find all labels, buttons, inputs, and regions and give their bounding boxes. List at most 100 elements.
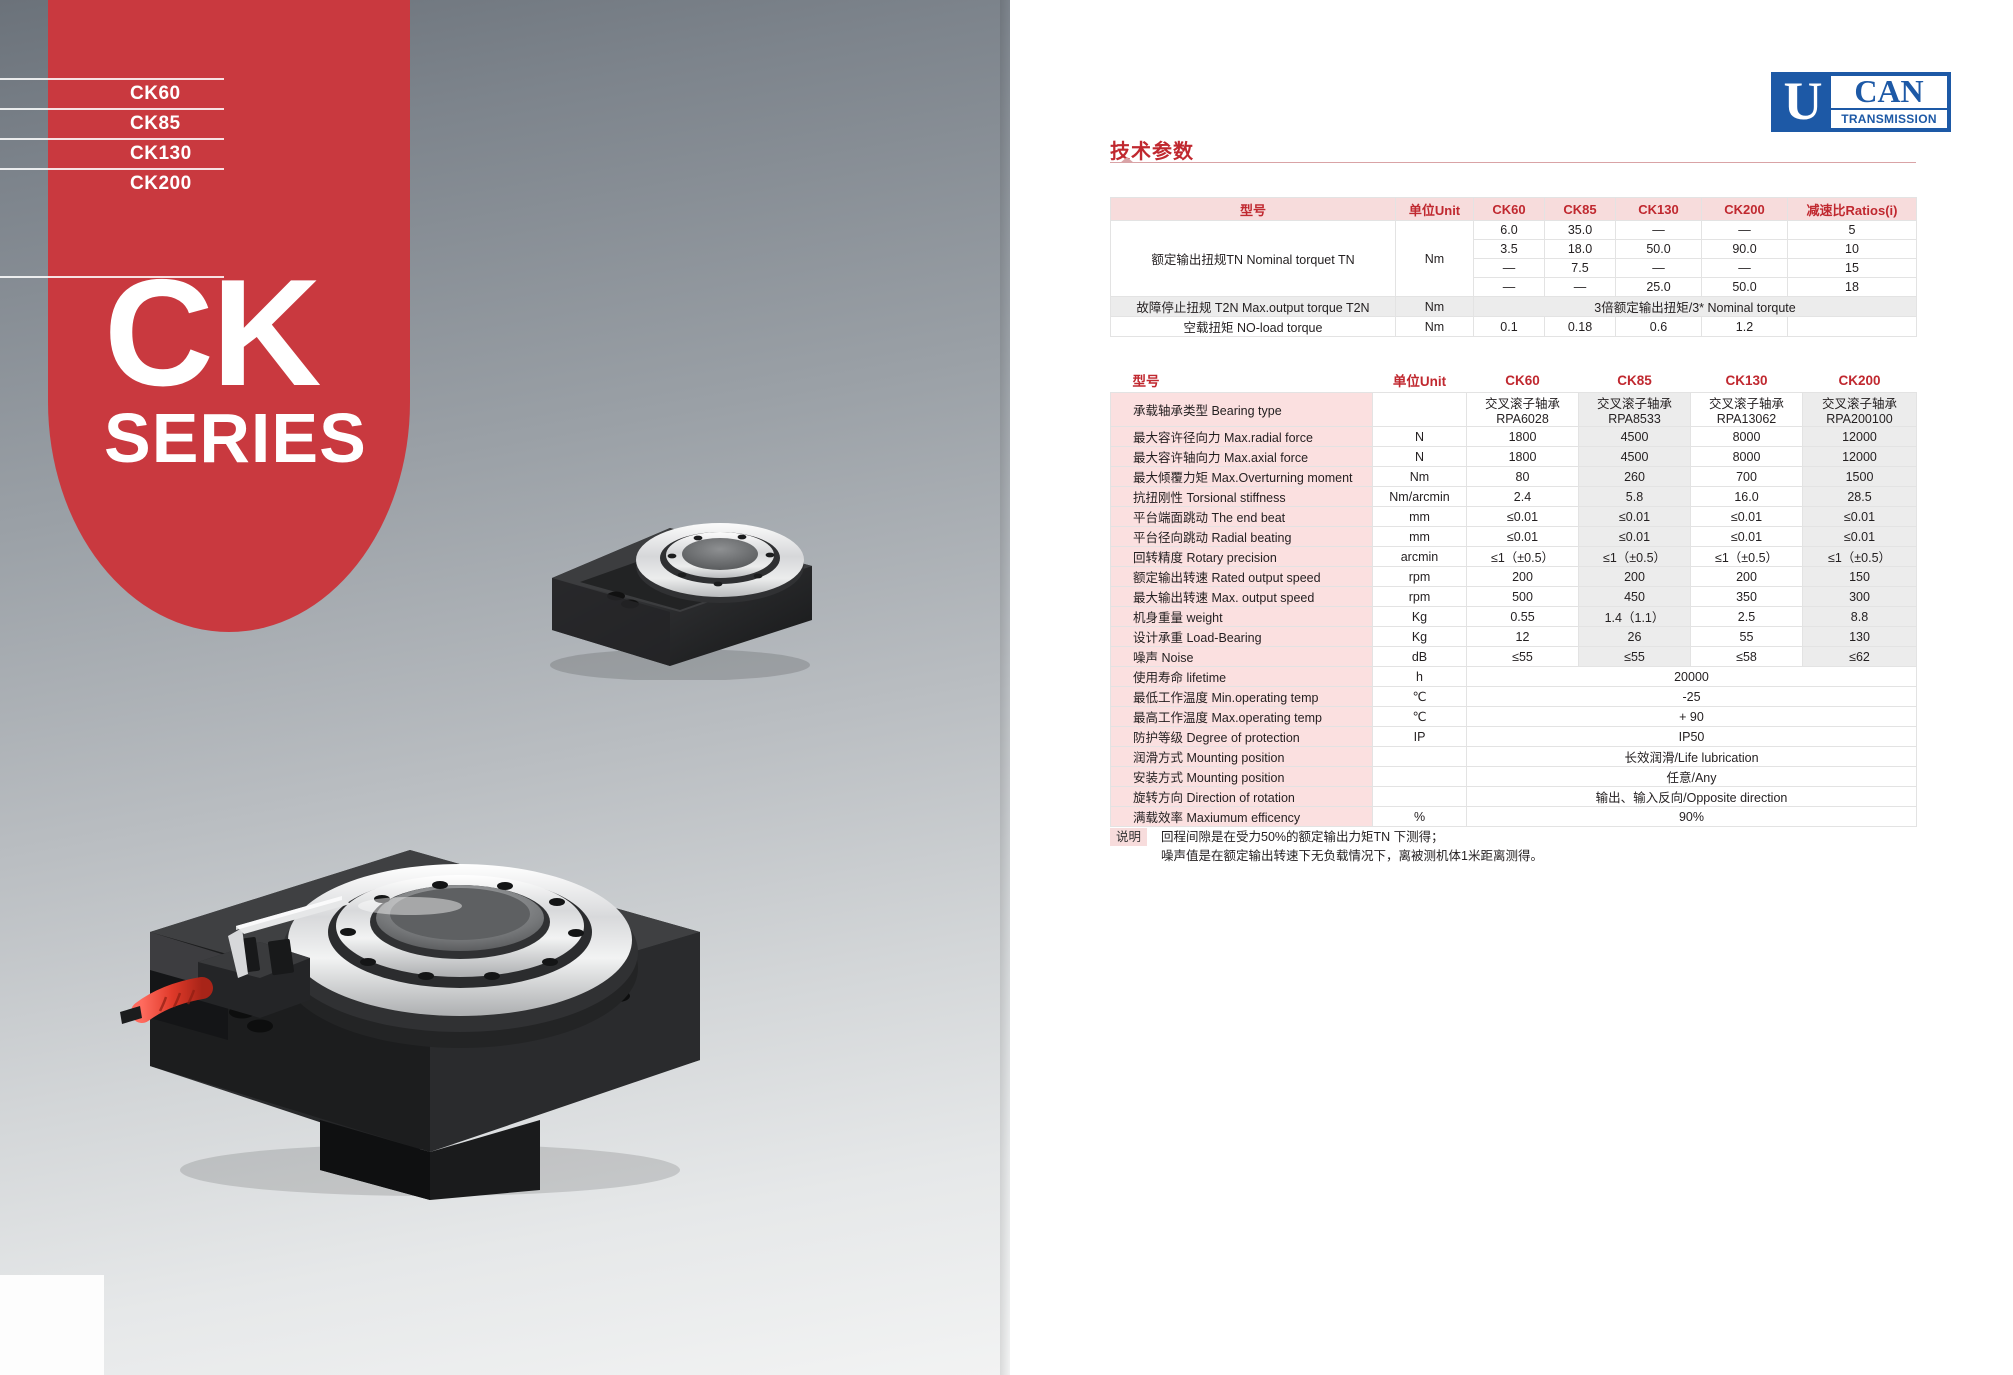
- cell-ck130: 8000: [1690, 426, 1803, 447]
- series-title: CK SERIES: [104, 248, 404, 473]
- cell-ck60: 500: [1466, 586, 1579, 607]
- cell-ck200: 8.8: [1802, 606, 1917, 627]
- cell-ck85: ≤1（±0.5）: [1578, 546, 1691, 567]
- logo-word-can: CAN: [1831, 75, 1947, 108]
- col-header-ck85: CK85: [1578, 368, 1691, 393]
- table-row: 抗扭刚性 Torsional stiffness Nm/arcmin 2.4 5.8 1…: [1110, 486, 1917, 507]
- tab-label-ck130: CK130: [130, 143, 192, 164]
- cell-ck85: ≤55: [1578, 646, 1691, 667]
- logo-letter-u: U: [1783, 71, 1823, 131]
- cell-ratio: 5: [1787, 220, 1917, 240]
- row-label: 设计承重 Load-Bearing: [1110, 626, 1373, 647]
- cell-ck85: ≤0.01: [1578, 526, 1691, 547]
- table-row: 旋转方向 Direction of rotation 输出、输入反向/Opposi…: [1110, 786, 1917, 807]
- cell-ck60: ≤0.01: [1466, 526, 1579, 547]
- cell-ck60: —: [1473, 277, 1545, 297]
- page-corner-block: [0, 1275, 104, 1375]
- row-label: 承载轴承类型 Bearing type: [1110, 392, 1373, 427]
- row-label: 平台径向跳动 Radial beating: [1110, 526, 1373, 547]
- cell-ck85: —: [1544, 277, 1616, 297]
- row-label: 额定输出转速 Rated output speed: [1110, 566, 1373, 587]
- table-row: 额定输出扭规TN Nominal torquet TN Nm 6.0 35.0 …: [1110, 220, 1917, 297]
- cell-ck60: ≤1（±0.5）: [1466, 546, 1579, 567]
- tab-row-ck60[interactable]: CK60: [0, 78, 224, 108]
- cell-ck130: ≤1（±0.5）: [1690, 546, 1803, 567]
- tab-row-ck85[interactable]: CK85: [0, 108, 224, 138]
- row-unit: [1372, 766, 1467, 787]
- red-shield-shape: [48, 0, 410, 632]
- product-photo-large: [120, 850, 700, 1200]
- row-label: 回转精度 Rotary precision: [1110, 546, 1373, 567]
- table-row: 最大容许径向力 Max.radial force N 1800 4500 8000 120…: [1110, 426, 1917, 447]
- tab-row-ck200[interactable]: CK200: [0, 168, 224, 198]
- cell-ck130: 200: [1690, 566, 1803, 587]
- tab-separator: [0, 108, 224, 110]
- cell-merged-value: 长效润滑/Life lubrication: [1466, 746, 1917, 767]
- row-unit-max-output-torque: Nm: [1395, 296, 1474, 317]
- row-unit: [1372, 392, 1467, 427]
- cell-ck60: —: [1473, 258, 1545, 278]
- table-row: 平台端面跳动 The end beat mm ≤0.01 ≤0.01 ≤0.01 ≤0.0…: [1110, 506, 1917, 527]
- cell-ck60: 2.4: [1466, 486, 1579, 507]
- cell-merged-value: + 90: [1466, 706, 1917, 727]
- cell-ck130: ≤58: [1690, 646, 1803, 667]
- cell-ck85: 26: [1578, 626, 1691, 647]
- row-unit: Nm: [1372, 466, 1467, 487]
- col-header-model: 型号: [1110, 197, 1396, 221]
- torque-spec-table: 型号 单位Unit CK60 CK85 CK130 CK200 减速比Ratio…: [1110, 197, 1917, 337]
- cell-merged-value: 输出、输入反向/Opposite direction: [1466, 786, 1917, 807]
- table-header-row: 型号 单位Unit CK60 CK85 CK130 CK200 减速比Ratio…: [1110, 197, 1917, 221]
- row-label: 最低工作温度 Min.operating temp: [1110, 686, 1373, 707]
- row-unit: %: [1372, 806, 1467, 827]
- cell-ratio: [1787, 316, 1917, 337]
- row-label: 防护等级 Degree of protection: [1110, 726, 1373, 747]
- cell-ck130: ≤0.01: [1690, 526, 1803, 547]
- logo-tagline: TRANSMISSION: [1831, 110, 1947, 128]
- row-unit: ℃: [1372, 686, 1467, 707]
- cell-ck60: 1800: [1466, 426, 1579, 447]
- table-row: 润滑方式 Mounting position 长效润滑/Life lubricat…: [1110, 746, 1917, 767]
- table-row: 防护等级 Degree of protection IP IP50: [1110, 726, 1917, 747]
- cell-ck130: 25.0: [1615, 277, 1702, 297]
- table-row: 满载效率 Maxiumum efficency% 90%: [1110, 806, 1917, 827]
- cell-ratio: 10: [1787, 239, 1917, 259]
- cell-ck85: ≤0.01: [1578, 506, 1691, 527]
- table-row: 平台径向跳动 Radial beating mm ≤0.01 ≤0.01 ≤0.01 ≤0…: [1110, 526, 1917, 547]
- cell-ck200: 300: [1802, 586, 1917, 607]
- tab-row-ck130[interactable]: CK130: [0, 138, 224, 168]
- table-row: 设计承重 Load-Bearing Kg 12 26 55 130: [1110, 626, 1917, 647]
- row-label: 使用寿命 lifetime: [1110, 666, 1373, 687]
- row-label: 平台端面跳动 The end beat: [1110, 506, 1373, 527]
- table-row: 额定输出转速 Rated output speed rpm 200 200 200 150: [1110, 566, 1917, 587]
- right-page: U CAN TRANSMISSION 技术参数 型号 单位Unit CK60 C…: [1010, 0, 2013, 1375]
- row-unit: h: [1372, 666, 1467, 687]
- col-header-ck130: CK130: [1690, 368, 1803, 393]
- cell-max-output-torque-value: 3倍额定输出扭矩/3* Nominal torqute: [1473, 296, 1917, 317]
- table-row: 使用寿命 lifetime h 20000: [1110, 666, 1917, 687]
- cell-ck130: ≤0.01: [1690, 506, 1803, 527]
- cell-ck85: 7.5: [1544, 258, 1616, 278]
- col-header-ck60: CK60: [1466, 368, 1579, 393]
- series-title-main: CK: [104, 248, 322, 418]
- row-label: 安装方式 Mounting position: [1110, 766, 1373, 787]
- cell-ck85: 18.0: [1544, 239, 1616, 259]
- tab-separator: [0, 138, 224, 140]
- cell-ck60: ≤0.01: [1466, 506, 1579, 527]
- cell-merged-value: 90%: [1466, 806, 1917, 827]
- table-row: 机身重量 weight Kg 0.55 1.4（1.1） 2.5 8.8: [1110, 606, 1917, 627]
- cell-ck85: 4500: [1578, 426, 1691, 447]
- cell-ck200: 150: [1802, 566, 1917, 587]
- tab-separator: [0, 168, 224, 170]
- cell-merged-value: -25: [1466, 686, 1917, 707]
- row-unit: mm: [1372, 526, 1467, 547]
- footnote: 说明 回程间隙是在受力50%的额定输出力矩TN 下测得； 噪声值是在额定输出转速…: [1110, 828, 1543, 866]
- col-header-unit: 单位Unit: [1372, 368, 1467, 393]
- table-row: 3.5 18.0 50.0 90.0 10: [1111, 239, 1917, 259]
- row-label: 最大输出转速 Max. output speed: [1110, 586, 1373, 607]
- cell-ck200: 交叉滚子轴承 RPA200100: [1802, 392, 1917, 427]
- cell-ck130: 16.0: [1690, 486, 1803, 507]
- cell-ck130: 2.5: [1690, 606, 1803, 627]
- row-unit: ℃: [1372, 706, 1467, 727]
- cell-ck85: 0.18: [1544, 316, 1616, 337]
